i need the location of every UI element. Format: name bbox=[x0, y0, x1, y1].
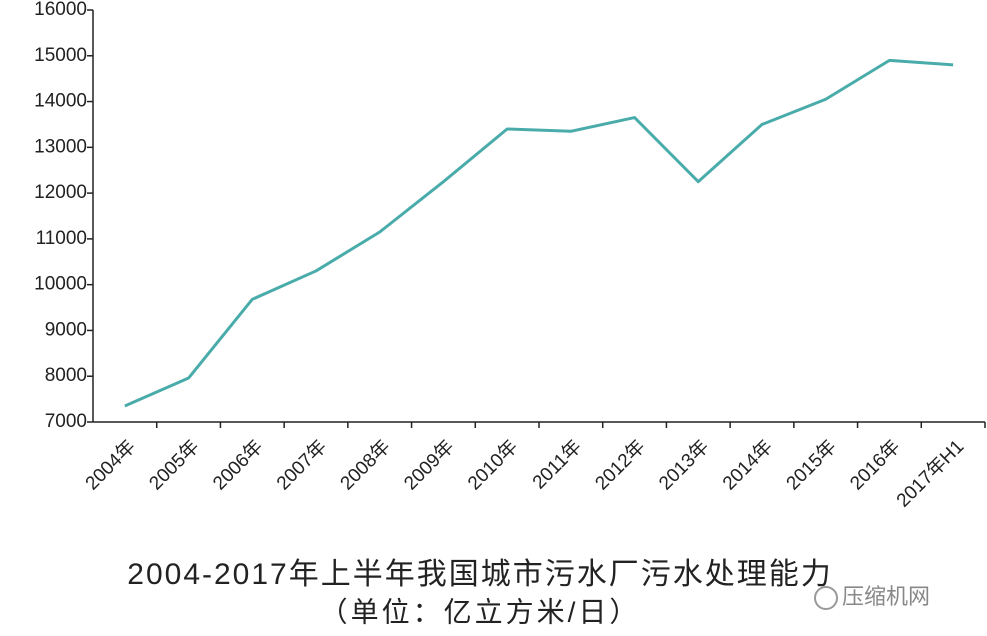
y-tick-label: 7000 bbox=[45, 411, 87, 432]
y-tick-label: 16000 bbox=[34, 0, 87, 20]
y-tick-label: 8000 bbox=[45, 365, 87, 386]
x-tick-label: 2013年 bbox=[654, 436, 713, 495]
x-tick-label: 2015年 bbox=[782, 436, 841, 495]
x-tick-label: 2011年 bbox=[528, 436, 586, 494]
watermark: 压缩机网 bbox=[842, 584, 930, 609]
y-tick-label: 9000 bbox=[45, 319, 87, 340]
y-tick-label: 15000 bbox=[34, 45, 87, 66]
chart-title: 2004-2017年上半年我国城市污水厂污水处理能力 bbox=[127, 558, 832, 591]
x-tick-label: 2005年 bbox=[145, 436, 204, 495]
y-tick-label: 14000 bbox=[34, 91, 87, 112]
x-tick-label: 2009年 bbox=[400, 436, 459, 495]
x-tick-label: 2017年H1 bbox=[892, 436, 968, 512]
x-tick-label: 2010年 bbox=[463, 436, 522, 495]
x-tick-label: 2008年 bbox=[336, 436, 395, 495]
x-tick-label: 2016年 bbox=[846, 436, 905, 495]
y-tick-label: 11000 bbox=[36, 228, 87, 249]
x-tick-label: 2004年 bbox=[81, 436, 140, 495]
y-tick-label: 10000 bbox=[34, 274, 87, 295]
data-line bbox=[124, 58, 954, 408]
y-tick-label: 12000 bbox=[34, 182, 87, 203]
x-tick-label: 2006年 bbox=[208, 436, 267, 495]
chart-subtitle: （单位：亿立方米/日） bbox=[320, 596, 641, 627]
x-tick-label: 2014年 bbox=[718, 436, 777, 495]
y-tick-label: 13000 bbox=[34, 136, 87, 157]
x-tick-label: 2012年 bbox=[591, 436, 650, 495]
watermark-icon bbox=[814, 586, 838, 610]
x-tick-label: 2007年 bbox=[272, 436, 331, 495]
